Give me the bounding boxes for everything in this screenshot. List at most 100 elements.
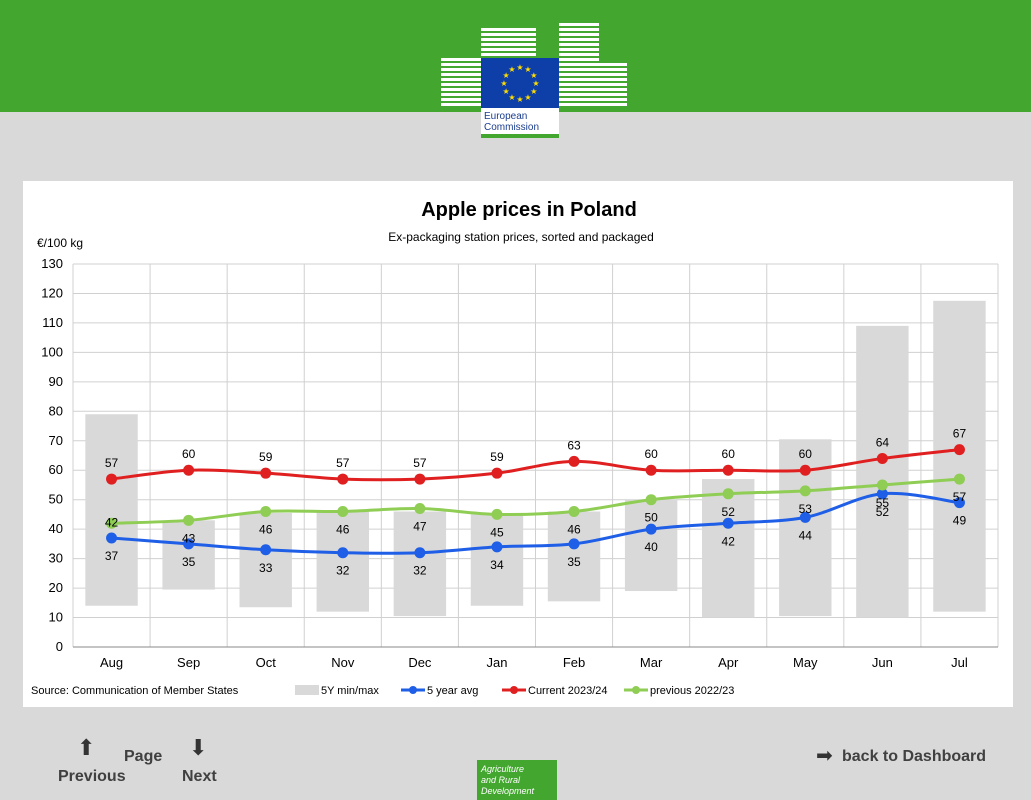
data-point bbox=[491, 467, 503, 479]
data-point bbox=[414, 547, 426, 559]
data-label: 47 bbox=[413, 520, 427, 534]
series-line bbox=[111, 491, 960, 555]
arrow-up-icon[interactable]: ⬆ bbox=[77, 735, 96, 760]
data-point bbox=[491, 508, 503, 520]
y-tick-label: 120 bbox=[41, 285, 63, 300]
eu-star-icon: ★ bbox=[516, 95, 523, 104]
next-page-button[interactable]: Next bbox=[182, 768, 217, 785]
eu-flag-icon: ★ ★ ★ ★ ★ ★ ★ ★ ★ ★ ★ ★ bbox=[481, 58, 559, 108]
range-bar bbox=[162, 520, 215, 590]
y-tick-label: 50 bbox=[49, 492, 63, 507]
organization-name-line2: Commission bbox=[484, 122, 540, 133]
eu-star-icon: ★ bbox=[530, 87, 537, 96]
data-label: 59 bbox=[490, 450, 504, 464]
range-bar bbox=[624, 499, 678, 592]
legend-swatch-marker bbox=[510, 686, 518, 694]
data-point bbox=[414, 503, 426, 515]
data-label: 35 bbox=[567, 555, 581, 569]
eu-star-icon: ★ bbox=[524, 65, 531, 74]
x-tick-label: May bbox=[793, 655, 818, 670]
european-commission-logo: ★ ★ ★ ★ ★ ★ ★ ★ ★ ★ ★ ★ European Commission bbox=[441, 18, 629, 142]
data-point bbox=[106, 473, 118, 485]
data-label: 33 bbox=[259, 561, 273, 575]
legend-label: 5Y min/max bbox=[321, 685, 379, 697]
chart-title: Apple prices in Poland bbox=[421, 199, 637, 221]
eu-star-icon: ★ bbox=[524, 93, 531, 102]
data-label: 32 bbox=[336, 564, 350, 578]
data-label: 46 bbox=[336, 522, 350, 536]
data-point bbox=[183, 538, 195, 550]
data-label: 67 bbox=[953, 427, 967, 441]
series-line bbox=[111, 448, 960, 482]
data-label: 52 bbox=[722, 505, 736, 519]
data-label: 57 bbox=[336, 456, 350, 470]
data-label: 64 bbox=[876, 435, 890, 449]
legend-label: 5 year avg bbox=[427, 685, 478, 697]
data-label: 35 bbox=[182, 555, 196, 569]
organization-name-line1: European bbox=[484, 111, 528, 122]
data-label: 50 bbox=[644, 511, 658, 525]
legend-label: previous 2022/23 bbox=[650, 685, 734, 697]
y-tick-label: 10 bbox=[49, 610, 63, 625]
arrow-right-icon[interactable]: ➡ bbox=[816, 745, 833, 767]
line-chart: Apple prices in Poland Ex-packaging stat… bbox=[31, 199, 999, 697]
eu-star-icon: ★ bbox=[508, 93, 515, 102]
data-point bbox=[799, 511, 811, 523]
page-label: Page bbox=[124, 748, 163, 765]
chart-legend: 5Y min/max 5 year avg Current 2023/24 previ… bbox=[295, 685, 734, 697]
data-point bbox=[106, 517, 118, 529]
y-tick-label: 130 bbox=[41, 256, 63, 271]
data-point bbox=[260, 467, 272, 479]
data-point bbox=[722, 464, 734, 476]
agriculture-dg-logo: Agriculture and Rural Development bbox=[477, 760, 557, 800]
agri-line3: Development bbox=[481, 786, 535, 796]
data-label: 60 bbox=[722, 447, 736, 461]
data-label: 59 bbox=[259, 450, 273, 464]
eu-stars-icon: ★ ★★★★★★★★★★★ bbox=[500, 63, 539, 104]
data-point bbox=[414, 473, 426, 485]
data-point bbox=[260, 544, 272, 556]
data-point bbox=[645, 464, 657, 476]
y-tick-label: 0 bbox=[56, 639, 63, 654]
range-bar bbox=[393, 511, 447, 617]
y-tick-label: 110 bbox=[42, 315, 63, 330]
data-label: 63 bbox=[567, 438, 581, 452]
data-label: 57 bbox=[413, 456, 427, 470]
x-tick-label: Mar bbox=[640, 655, 663, 670]
y-tick-label: 60 bbox=[49, 462, 63, 477]
data-point bbox=[876, 479, 888, 491]
eu-star-icon: ★ bbox=[503, 71, 510, 80]
building-right-graphic-2 bbox=[599, 63, 627, 108]
y-tick-label: 40 bbox=[49, 521, 63, 536]
data-label: 46 bbox=[567, 522, 581, 536]
data-point bbox=[722, 488, 734, 500]
y-tick-label: 70 bbox=[49, 433, 63, 448]
data-label: 44 bbox=[799, 528, 813, 542]
source-prefix: Source: bbox=[31, 685, 72, 697]
data-label: 60 bbox=[182, 447, 196, 461]
data-label: 52 bbox=[876, 505, 890, 519]
range-bar bbox=[85, 414, 138, 606]
eu-star-icon: ★ bbox=[532, 79, 539, 88]
legend-swatch-marker bbox=[632, 686, 640, 694]
x-tick-label: Jan bbox=[486, 655, 507, 670]
x-tick-label: Feb bbox=[563, 655, 585, 670]
data-point bbox=[337, 505, 349, 517]
data-point bbox=[568, 538, 580, 550]
back-to-dashboard-link[interactable]: back to Dashboard bbox=[842, 748, 987, 765]
eu-star-icon: ★ bbox=[503, 87, 510, 96]
y-tick-label: 30 bbox=[49, 551, 63, 566]
arrow-down-icon[interactable]: ⬇ bbox=[189, 735, 208, 760]
previous-page-button[interactable]: Previous bbox=[58, 768, 126, 785]
range-bar bbox=[547, 511, 601, 602]
x-tick-label: Apr bbox=[718, 655, 739, 670]
range-bar bbox=[470, 514, 524, 606]
data-point bbox=[645, 523, 657, 535]
agri-line2: and Rural bbox=[481, 775, 521, 785]
source-text: Communication of Member States bbox=[72, 685, 239, 697]
data-point bbox=[337, 473, 349, 485]
y-tick-label: 90 bbox=[49, 374, 63, 389]
x-tick-label: Dec bbox=[408, 655, 432, 670]
data-label: 42 bbox=[105, 515, 119, 529]
organization-name: European Commission bbox=[481, 108, 559, 138]
